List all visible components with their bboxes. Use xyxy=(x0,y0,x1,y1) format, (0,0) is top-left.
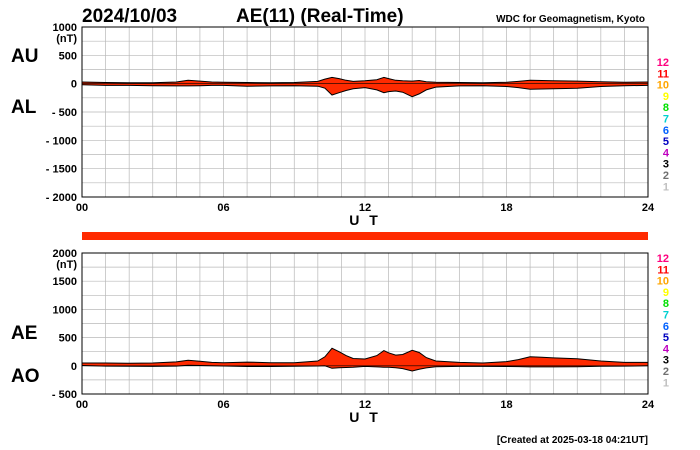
station-count-label: 5 xyxy=(663,332,669,344)
station-count-label: 6 xyxy=(663,125,669,137)
y-tick-label: 0 xyxy=(71,361,77,373)
plot-frame xyxy=(81,252,649,395)
source-label: WDC for Geomagnetism, Kyoto xyxy=(496,14,645,25)
y-tick-label: - 1500 xyxy=(46,164,77,176)
station-count-label: 12 xyxy=(657,253,669,265)
series-line-ae xyxy=(82,347,648,364)
station-count-label: 5 xyxy=(663,136,669,148)
station-count-label: 2 xyxy=(663,366,669,378)
ae-ao-panel: 2000 1500 1000 500 0 - 500 (nT) 00 06 12 18 24 U T AE… xyxy=(11,248,655,425)
series-line-au xyxy=(81,76,649,84)
y-unit-label: (nT) xyxy=(56,259,77,271)
series-label-al: AL xyxy=(11,97,37,118)
station-count-label: 10 xyxy=(657,276,669,288)
series-line-al xyxy=(81,84,649,98)
station-count-label: 12 xyxy=(657,57,669,69)
station-count-label: 11 xyxy=(657,68,669,80)
au-al-panel: 1000 500 0 - 500 - 1000 - 1500 - 2000 (nT) 00 06 1… xyxy=(11,22,655,228)
y-tick-label: - 500 xyxy=(52,389,77,401)
x-tick-label: 18 xyxy=(500,399,512,411)
y-tick-label: 1000 xyxy=(53,22,77,34)
y-tick-label: 0 xyxy=(71,79,77,91)
station-count-label: 4 xyxy=(663,343,670,355)
y-tick-label: 500 xyxy=(59,333,77,345)
station-count-label: 2 xyxy=(663,170,669,182)
x-tick-label: 06 xyxy=(217,399,229,411)
station-count-label: 8 xyxy=(663,298,669,310)
x-axis-label: U T xyxy=(349,212,381,228)
data-availability-bar xyxy=(82,232,648,240)
x-tick-label: 06 xyxy=(217,202,229,214)
station-count-label: 1 xyxy=(663,181,669,193)
y-tick-label: 1500 xyxy=(53,276,77,288)
y-tick-label: 500 xyxy=(59,50,77,62)
created-timestamp: [Created at 2025-03-18 04:21UT] xyxy=(497,435,648,446)
y-tick-label: - 500 xyxy=(52,107,77,119)
x-tick-label: 24 xyxy=(642,202,655,214)
chart-title: AE(11) (Real-Time) xyxy=(236,6,404,27)
x-axis-label: U T xyxy=(349,409,381,425)
station-count-label: 10 xyxy=(657,80,669,92)
y-tick-label: 1000 xyxy=(53,304,77,316)
x-tick-label: 18 xyxy=(500,202,512,214)
x-tick-label: 24 xyxy=(642,399,655,411)
station-count-label: 9 xyxy=(663,91,669,103)
x-tick-label: 12 xyxy=(359,399,371,411)
series-label-ae: AE xyxy=(11,323,37,344)
series-label-ao: AO xyxy=(11,366,40,387)
station-count-label: 7 xyxy=(663,114,669,126)
station-count-label: 8 xyxy=(663,102,669,114)
series-label-au: AU xyxy=(11,46,38,67)
station-count-label: 9 xyxy=(663,287,669,299)
station-count-label: 11 xyxy=(657,264,669,276)
station-count-label: 3 xyxy=(663,355,669,367)
series-area xyxy=(82,348,648,371)
station-count-label: 7 xyxy=(663,310,669,322)
y-unit-label: (nT) xyxy=(56,33,77,45)
x-tick-label: 12 xyxy=(359,202,371,214)
x-tick-label: 00 xyxy=(76,399,88,411)
y-tick-label: - 2000 xyxy=(46,192,77,204)
y-tick-label: - 1000 xyxy=(46,135,77,147)
series-area xyxy=(82,77,648,97)
station-count-label: 4 xyxy=(663,147,670,159)
x-tick-label: 00 xyxy=(76,202,88,214)
y-tick-label: 2000 xyxy=(53,248,77,260)
station-count-label: 1 xyxy=(663,377,669,389)
date-label: 2024/10/03 xyxy=(82,6,177,27)
plot-frame xyxy=(81,26,649,198)
station-count-label: 3 xyxy=(663,159,669,171)
station-count-label: 6 xyxy=(663,321,669,333)
